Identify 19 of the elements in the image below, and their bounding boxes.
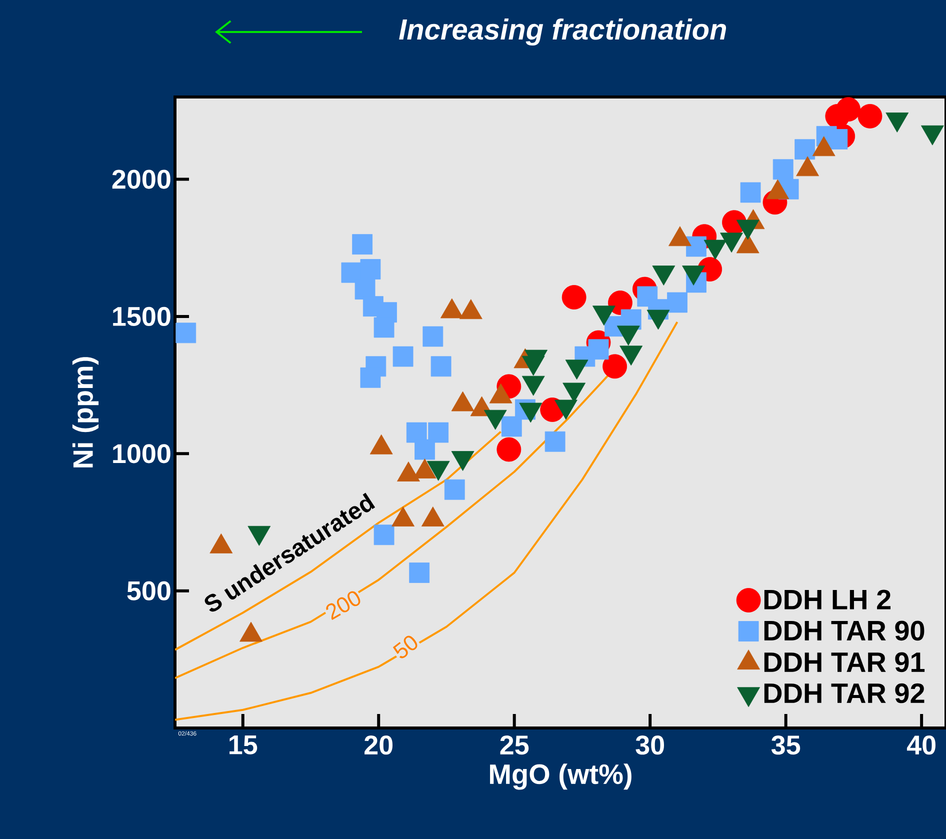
x-tick-label: 15 (230, 736, 258, 754)
legend-label: DDH TAR 90 (764, 620, 924, 641)
y-tick-label: 500 (127, 581, 170, 600)
legend-label: DDH LH 2 (764, 590, 891, 610)
chart-title: Increasing fractionation (399, 18, 726, 46)
annotation: 50 (392, 636, 418, 658)
x-axis-title: MgO (wt%) (490, 764, 632, 790)
y-axis-title: Ni (ppm) (72, 357, 99, 468)
line-series (175, 320, 678, 721)
x-tick-label: 25 (500, 736, 529, 755)
x-tick-label: 40 (906, 736, 936, 755)
x-tick-label: 30 (636, 736, 664, 755)
x-tick-label: 20 (364, 736, 393, 755)
y-tick-label: 2000 (112, 170, 170, 189)
legend-label: DDH TAR 91 (764, 652, 925, 672)
y-tick-label: 1500 (113, 306, 170, 326)
y-tick-label: 1000 (113, 444, 170, 464)
legend-label: DDH TAR 92 (764, 683, 924, 704)
x-tick-label: 35 (771, 736, 800, 755)
